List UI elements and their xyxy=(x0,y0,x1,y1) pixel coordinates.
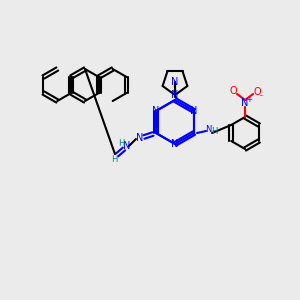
Text: H: H xyxy=(211,128,217,136)
Text: N: N xyxy=(136,133,144,143)
Text: N: N xyxy=(152,106,160,116)
Text: N: N xyxy=(242,98,249,108)
Text: O: O xyxy=(229,86,237,96)
Text: N: N xyxy=(171,77,179,87)
Text: N: N xyxy=(171,139,179,149)
Text: +: + xyxy=(246,97,252,103)
Text: N: N xyxy=(171,90,179,100)
Text: -: - xyxy=(260,92,262,100)
Text: N: N xyxy=(205,124,211,134)
Text: H: H xyxy=(118,139,124,148)
Text: O: O xyxy=(253,87,261,97)
Text: H: H xyxy=(111,154,117,164)
Text: N: N xyxy=(190,106,198,116)
Text: N: N xyxy=(123,141,130,151)
